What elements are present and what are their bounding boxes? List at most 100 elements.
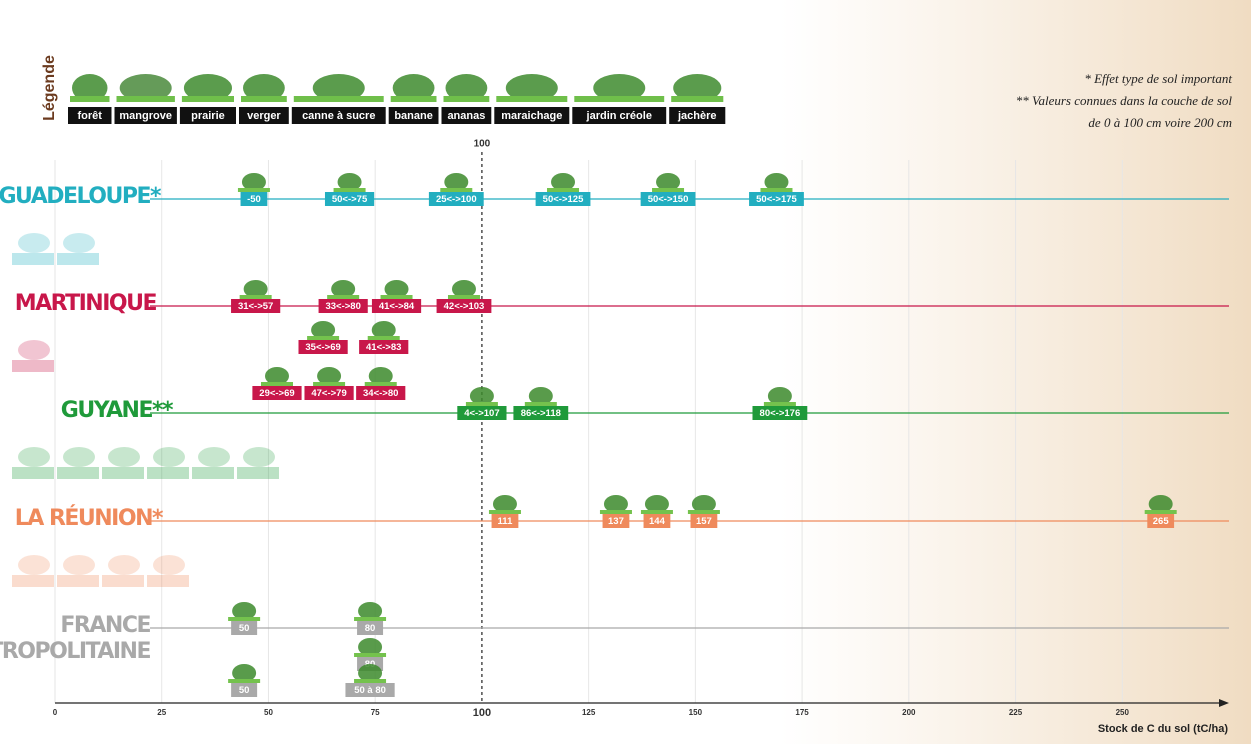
marker-label: 41<->83 [366,342,401,353]
pictogram [243,447,275,467]
legend-icon [183,74,232,102]
marker-ground [447,295,480,299]
marker-icon [368,367,393,385]
marker-ground [333,188,366,192]
marker-box [252,386,302,400]
marker-ground [260,382,293,386]
marker-icon [264,367,289,385]
marker-label: 31<->57 [238,301,273,312]
marker-icon [469,387,494,405]
marker-icon [551,173,576,191]
legend-box [669,107,726,124]
legend-label: maraichage [501,110,562,122]
marker-ground [313,382,346,386]
pictogram [108,447,140,467]
pictogram [18,447,50,467]
note: ** Valeurs connues dans la couche de sol [1016,93,1233,108]
region-name: MÉTROPOLITAINE [0,638,150,664]
marker-ground [524,402,557,406]
legend-box [68,107,112,124]
marker-label: 50 à 80 [354,685,386,696]
legend-box [494,107,570,124]
legend-icon [392,74,435,102]
marker-box [298,340,348,354]
marker-icon [492,495,517,513]
marker-label: -50 [247,194,261,205]
marker-box [428,192,484,206]
marker-ground [354,653,387,657]
pictogram-box [147,467,189,479]
marker-ground [547,188,580,192]
marker-ground [364,382,397,386]
legend-box [291,107,386,124]
marker-ground [354,679,387,683]
marker-box [356,386,406,400]
marker-label: 25<->100 [436,194,477,205]
legend-label: canne à sucre [302,110,375,122]
marker-box [602,514,630,528]
marker-label: 35<->69 [305,342,340,353]
x-tick-label: 100 [473,707,491,719]
marker-box [371,299,422,313]
marker-ground [687,510,720,514]
marker-label: 50 [239,623,250,634]
legend-ground [443,96,490,102]
marker-label: 50<->75 [332,194,368,205]
legend-ground [241,96,287,102]
marker-label: 34<->80 [363,388,398,399]
pictogram-box [102,467,144,479]
x-tick-label: 225 [1009,708,1023,717]
legend-box [179,107,236,124]
marker-box [752,406,808,420]
legend-label: forêt [78,110,103,122]
marker-box [643,514,671,528]
marker-icon [371,321,396,339]
marker-box [345,683,395,697]
marker-label: 157 [696,516,712,527]
legend-box [114,107,177,124]
legend-icon [593,74,646,102]
legend-icon [312,74,365,102]
marker-ground [488,510,521,514]
pictogram [108,555,140,575]
marker-ground [465,402,498,406]
marker-icon [691,495,716,513]
marker-icon [764,173,789,191]
marker-icon [337,173,362,191]
legend-ground [671,96,724,102]
marker-icon [644,495,669,513]
pictogram-box [12,575,54,587]
marker-icon [311,321,336,339]
marker-box [690,514,718,528]
marker-ground [327,295,360,299]
pictogram [63,447,95,467]
x-axis-label: Stock de C du sol (tC/ha) [1098,723,1229,735]
marker-box [513,406,569,420]
marker-box [640,192,696,206]
legend-label: verger [247,110,281,122]
legend-ground [390,96,437,102]
marker-box [231,299,281,313]
marker-box [357,621,384,635]
legend-ground [181,96,234,102]
legend-icon [445,74,488,102]
marker-icon [317,367,342,385]
marker-icon [767,387,792,405]
marker-box [324,192,375,206]
legend-box [441,107,492,124]
marker-icon [528,387,553,405]
region-name: FRANCE [60,613,150,638]
marker-ground [760,188,793,192]
marker-label: 33<->80 [325,301,360,312]
pictogram-box [237,467,279,479]
legend-label: mangrove [119,110,172,122]
marker-icon [358,664,383,682]
marker-icon [444,173,469,191]
legend-icon [119,74,172,102]
marker-label: 80 [365,623,376,634]
legend-label: banane [394,110,433,122]
legend-ground [496,96,568,102]
marker-label: 47<->79 [311,388,346,399]
pictogram [63,233,95,253]
